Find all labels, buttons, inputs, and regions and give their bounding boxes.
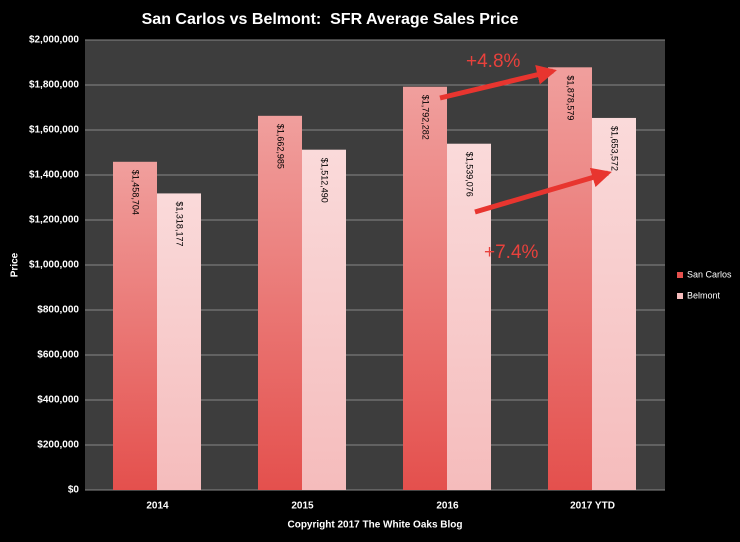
- x-tick-label: 2014: [146, 501, 169, 512]
- y-tick-label: $0: [68, 485, 80, 496]
- y-tick-label: $2,000,000: [29, 35, 79, 46]
- bar: [447, 143, 491, 491]
- bar: [113, 161, 157, 490]
- value-label: $1,653,572: [610, 126, 620, 171]
- y-tick-label: $600,000: [37, 350, 79, 361]
- x-tick-label: 2016: [436, 501, 459, 512]
- x-tick-label: 2015: [291, 501, 314, 512]
- y-axis-label: Price: [10, 252, 21, 277]
- bar: [157, 193, 201, 491]
- bar: [258, 115, 302, 491]
- legend-swatch: [677, 272, 683, 278]
- value-label: $1,539,076: [465, 152, 475, 197]
- y-tick-label: $1,400,000: [29, 170, 79, 181]
- bar: [403, 86, 447, 491]
- bar: [548, 67, 592, 490]
- chart-title: San Carlos vs Belmont: SFR Average Sales…: [142, 11, 519, 28]
- x-tick-label: 2017 YTD: [570, 501, 615, 512]
- legend-swatch: [677, 293, 683, 299]
- value-label: $1,318,177: [175, 201, 185, 246]
- value-label: $1,662,985: [276, 124, 286, 169]
- value-label: $1,512,490: [320, 158, 330, 203]
- y-tick-label: $800,000: [37, 305, 79, 316]
- legend-label: Belmont: [687, 290, 721, 300]
- y-tick-label: $1,000,000: [29, 260, 79, 271]
- bar: [302, 149, 346, 490]
- x-axis-label: Copyright 2017 The White Oaks Blog: [287, 520, 462, 531]
- arrow: [439, 64, 557, 101]
- value-label: $1,792,282: [421, 95, 431, 140]
- annotation: +7.4%: [484, 242, 539, 263]
- y-tick-label: $200,000: [37, 440, 79, 451]
- legend-label: San Carlos: [687, 269, 732, 279]
- y-tick-label: $1,200,000: [29, 215, 79, 226]
- value-label: $1,878,579: [566, 75, 576, 120]
- y-tick-label: $1,600,000: [29, 125, 79, 136]
- y-tick-label: $1,800,000: [29, 80, 79, 91]
- y-tick-label: $400,000: [37, 395, 79, 406]
- arrow: [474, 167, 612, 215]
- annotation: +4.8%: [466, 51, 521, 72]
- value-label: $1,458,704: [131, 170, 141, 215]
